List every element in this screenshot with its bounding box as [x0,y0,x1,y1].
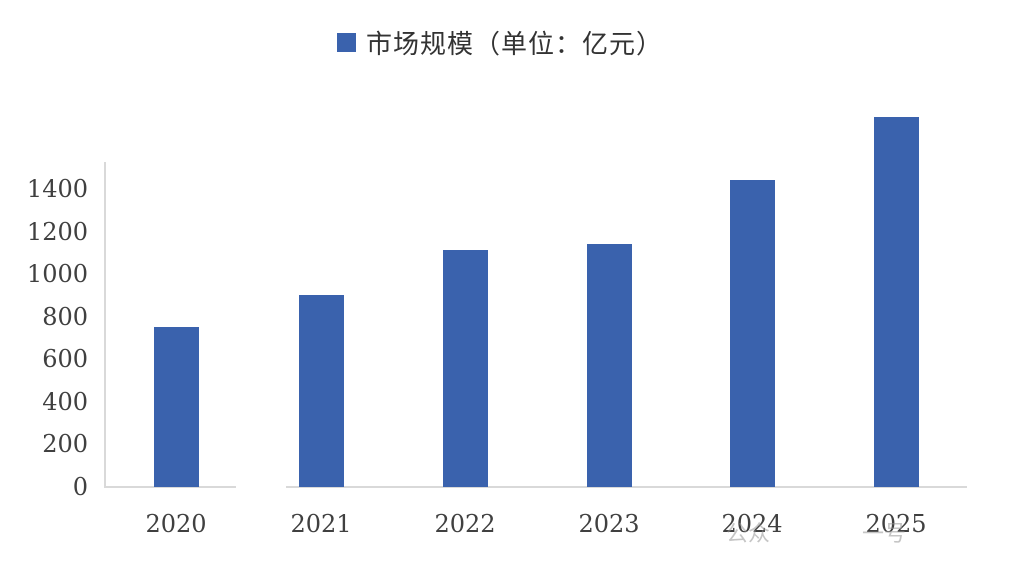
watermark-right: 一号 [862,522,907,547]
legend-swatch [337,32,356,52]
y-tick-label: 1200 [26,217,88,246]
y-tick-label: 800 [42,302,88,331]
x-axis-line-left [104,486,236,488]
legend-label: 市场规模（单位：亿元） [366,29,664,60]
bar-2020 [153,327,199,487]
y-axis-line [104,162,106,488]
x-tick-label: 2025 [865,510,927,538]
watermark-left: 公众 [726,522,771,547]
y-tick-label: 400 [42,387,88,416]
x-tick-label: 2023 [578,510,640,538]
x-tick-label: 2024 [721,510,783,538]
x-tick-label: 2021 [290,510,352,538]
y-tick-label: 0 [72,473,88,501]
y-tick-label: 600 [42,345,88,374]
x-tick-label: 2020 [145,510,207,538]
y-tick-label: 1400 [26,175,88,203]
bar-2024 [729,180,775,487]
x-axis-line-right [286,486,967,488]
y-tick-label: 200 [42,430,88,459]
bar-2022 [442,249,488,487]
chart-legend: 市场规模（单位：亿元） [337,22,663,62]
bar-2023 [586,244,632,487]
bar-2021 [298,295,344,487]
y-tick-label: 1000 [26,260,88,289]
x-tick-label: 2022 [434,510,496,538]
bar-2025 [873,116,919,487]
